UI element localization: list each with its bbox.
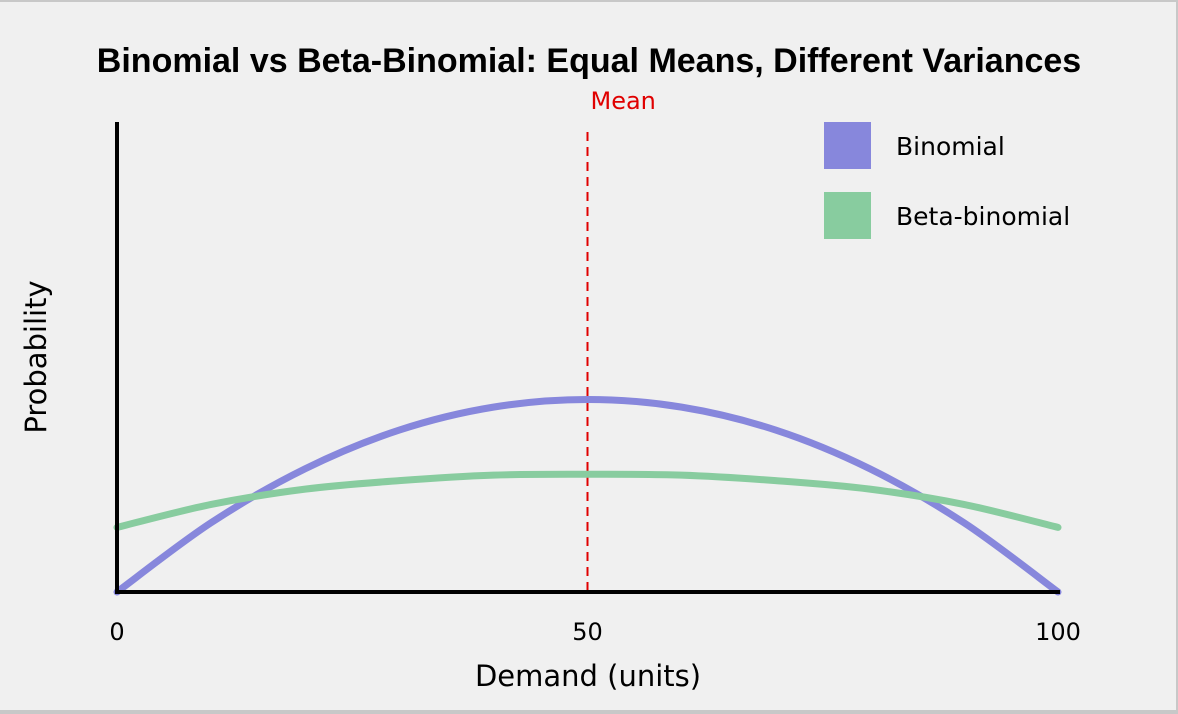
legend-label-binomial: Binomial: [896, 132, 1005, 161]
chart-title: Binomial vs Beta-Binomial: Equal Means, …: [97, 42, 1081, 80]
legend: Binomial Beta-binomial: [824, 122, 1070, 239]
x-axis-ticks: 0 50 100: [109, 618, 1081, 646]
series-line-binomial: [113, 395, 1062, 596]
x-axis-label: Demand (units): [475, 659, 701, 693]
x-tick-label: 100: [1035, 618, 1081, 646]
x-tick-label: 50: [572, 618, 603, 646]
mean-label: Mean: [591, 87, 656, 115]
x-tick-label: 0: [109, 618, 124, 646]
legend-swatch-binomial: [824, 122, 871, 169]
legend-swatch-beta-binomial: [824, 192, 871, 239]
series-line-beta-binomial: [113, 470, 1062, 531]
y-axis-label: Probability: [19, 280, 53, 433]
plot-area: Mean: [113, 87, 1062, 596]
legend-label-beta-binomial: Beta-binomial: [896, 202, 1070, 231]
